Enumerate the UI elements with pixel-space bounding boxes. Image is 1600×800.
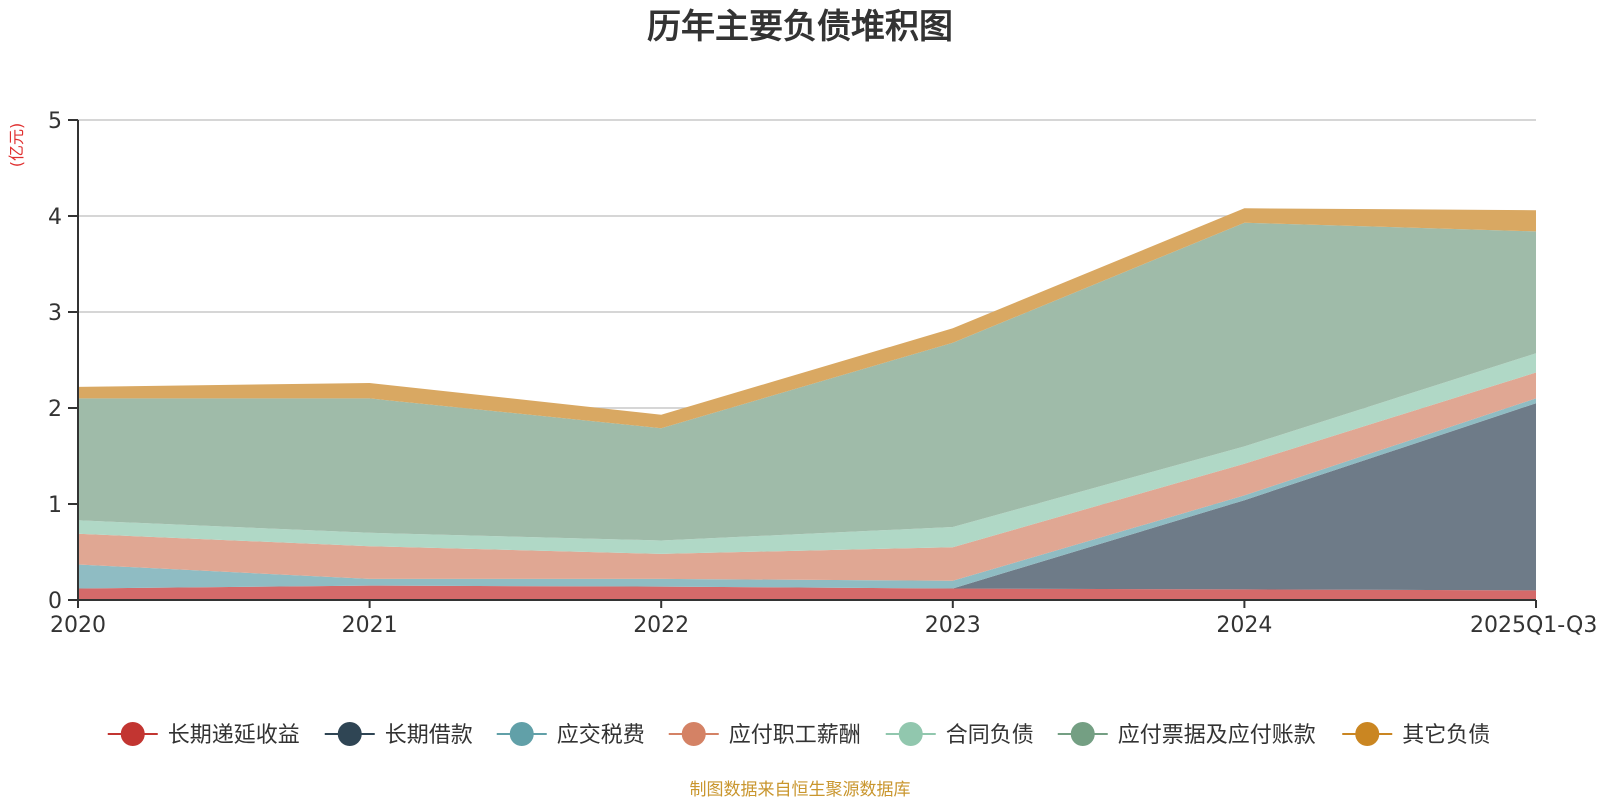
legend-marker: [898, 722, 923, 746]
legend-item-3[interactable]: 应付职工薪酬: [668, 722, 861, 748]
area-series-1: [78, 403, 1536, 591]
legend-item-6[interactable]: 其它负债: [1342, 722, 1490, 748]
legend-marker: [1355, 722, 1380, 746]
y-axis-unit-label: (亿元): [7, 123, 26, 168]
x-tick-label: 2025Q1-Q3: [1470, 613, 1597, 638]
area-series-6: [78, 208, 1536, 429]
y-tick-label: 3: [48, 301, 62, 326]
legend-label: 长期借款: [385, 723, 473, 748]
legend: 长期递延收益 长期借款 应交税费 应付职工薪酬 合同负债 应付票据及应付账款 其它负债: [107, 722, 1490, 748]
legend-label: 应付职工薪酬: [729, 723, 861, 748]
y-tick-label: 2: [48, 397, 62, 422]
x-tick-label: 2024: [1216, 613, 1272, 638]
x-tick-label: 2023: [925, 613, 981, 638]
legend-item-5[interactable]: 应付票据及应付账款: [1057, 722, 1316, 748]
legend-item-2[interactable]: 应交税费: [496, 722, 645, 748]
legend-label: 长期递延收益: [168, 723, 300, 748]
y-tick-label: 4: [48, 205, 62, 230]
legend-label: 合同负债: [946, 723, 1034, 748]
chart-title: 历年主要负债堆积图: [647, 7, 953, 47]
legend-label: 应付票据及应付账款: [1118, 723, 1316, 748]
legend-label: 应交税费: [557, 723, 645, 748]
area-series-5: [78, 222, 1536, 541]
y-tick-label: 1: [48, 493, 62, 518]
axes: 0 1 2 3 4 5 2020 2021 2022 2023 2024 2025Q1-Q3: [48, 109, 1597, 638]
x-tick-label: 2020: [50, 613, 106, 638]
y-tick-label: 0: [48, 589, 62, 614]
area-series-4: [78, 353, 1536, 554]
legend-marker: [509, 722, 534, 746]
legend-item-4[interactable]: 合同负债: [885, 722, 1034, 748]
legend-label: 其它负债: [1402, 723, 1490, 748]
area-series-3: [78, 372, 1536, 581]
data-source-note: 制图数据来自恒生聚源数据库: [690, 780, 911, 800]
series-areas: [78, 208, 1536, 600]
x-tick-label: 2022: [633, 613, 689, 638]
x-tick-label: 2021: [342, 613, 398, 638]
legend-marker: [337, 722, 362, 746]
area-series-0: [78, 585, 1536, 600]
legend-item-0[interactable]: 长期递延收益: [107, 722, 300, 748]
legend-marker: [1070, 722, 1095, 746]
legend-item-1[interactable]: 长期借款: [324, 722, 473, 748]
y-tick-label: 5: [48, 109, 62, 134]
legend-marker: [120, 722, 145, 746]
legend-marker: [681, 722, 706, 746]
